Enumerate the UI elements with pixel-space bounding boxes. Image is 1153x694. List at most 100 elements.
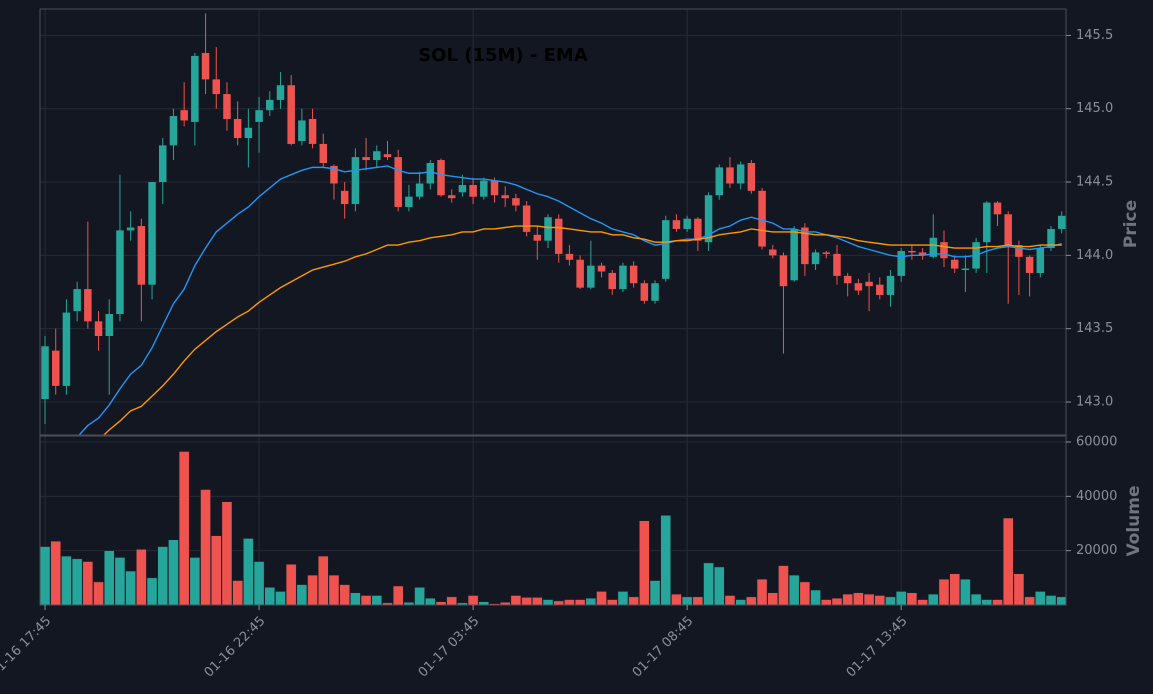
volume-bar (178, 451, 190, 606)
volume-bar (585, 597, 597, 606)
candle-body (415, 183, 424, 197)
candle-body (736, 164, 745, 184)
volume-bar (928, 593, 939, 606)
y-tick-label: 143.5 (1076, 321, 1113, 336)
volume-bar (318, 555, 329, 606)
volume-bar (114, 557, 126, 606)
candle-body (704, 195, 713, 243)
candle-body (790, 228, 798, 281)
candle-body (233, 118, 242, 139)
candle-body (929, 237, 938, 257)
volume-bar (681, 596, 693, 606)
candle-body (319, 143, 328, 163)
candle-body (512, 198, 520, 206)
candle-body (373, 151, 381, 161)
candle-body (940, 242, 948, 259)
candle-body (769, 249, 777, 256)
candle-body (801, 227, 809, 265)
candle-body (522, 205, 531, 232)
candle-body (876, 284, 884, 295)
volume-bar (275, 591, 286, 606)
volume-bar (778, 565, 789, 606)
volume-bar (746, 596, 757, 606)
volume-bar (917, 599, 928, 606)
candle-body (490, 180, 499, 196)
candle-body (266, 99, 274, 111)
candle-body (394, 157, 402, 207)
volume-bar (467, 595, 479, 606)
volume-bar (756, 578, 768, 606)
y-tick-label: 145.5 (1076, 28, 1113, 43)
volume-bar (853, 592, 864, 606)
candle-body (747, 162, 756, 191)
candle-body (469, 184, 477, 197)
volume-bar (392, 585, 404, 606)
chart-title: SOL (15M) - EMA (418, 45, 588, 66)
volume-bar (93, 581, 104, 606)
volume-bar (649, 580, 661, 606)
volume-bar (189, 557, 201, 606)
candle-body (619, 265, 627, 290)
volume-bar (339, 584, 350, 606)
volume-frame (39, 435, 1067, 606)
volume-bar (542, 599, 554, 606)
volume-bar (895, 591, 907, 606)
volume-bar (724, 595, 736, 606)
volume-bar (125, 570, 136, 606)
candle-body (726, 167, 734, 184)
candle-body (126, 227, 135, 231)
candle-body (84, 289, 92, 322)
candle-body (983, 202, 991, 243)
volume-bar (168, 539, 179, 606)
candle-body (73, 289, 81, 312)
volume-bar (842, 593, 853, 606)
volume-bar (960, 578, 971, 606)
y-tick-label: 144.5 (1076, 175, 1113, 190)
volume-bar (574, 599, 586, 606)
volume-bar (253, 561, 265, 606)
candle-body (694, 218, 702, 241)
candle-body (993, 202, 1002, 215)
volume-bar (606, 599, 618, 606)
candle-body (362, 157, 370, 161)
volume-bar (360, 595, 372, 606)
candle-body (191, 55, 199, 122)
volume-bar (617, 591, 629, 606)
candle-body (886, 275, 895, 295)
volume-bar (371, 595, 383, 606)
candle-body (865, 281, 873, 287)
volume-bar (221, 501, 233, 606)
volume-bar (1013, 573, 1025, 606)
candle-body (1015, 245, 1023, 257)
volume-bar (639, 520, 650, 606)
volume-bar (350, 592, 361, 606)
candle-body (1025, 256, 1034, 273)
candle-body (715, 167, 724, 196)
volume-bar (1045, 595, 1057, 606)
candle-body (298, 120, 306, 141)
volume-plot (39, 451, 1067, 606)
volume-bar (157, 546, 169, 606)
y-tick-label: 145.0 (1076, 101, 1113, 116)
candle-body (544, 217, 552, 241)
volume-bar (200, 489, 211, 606)
candle-body (137, 226, 146, 285)
y-tick-label: 143.0 (1076, 395, 1113, 410)
volume-bar (425, 597, 436, 606)
volume-bar (810, 589, 821, 606)
volume-bar (1056, 596, 1067, 606)
candle-body (180, 110, 188, 121)
grid (40, 9, 1066, 605)
candle-body (276, 85, 285, 100)
candle-body (843, 275, 852, 284)
volume-bar (713, 566, 725, 606)
volume-bar (82, 561, 94, 606)
candle-body (447, 195, 456, 199)
volume-bar (103, 550, 115, 606)
candle-body (629, 265, 638, 284)
volume-bar (735, 599, 746, 606)
volume-bar (296, 584, 308, 606)
volume-bar (671, 593, 682, 606)
volume-bar (906, 592, 918, 606)
candle-body (201, 52, 210, 80)
